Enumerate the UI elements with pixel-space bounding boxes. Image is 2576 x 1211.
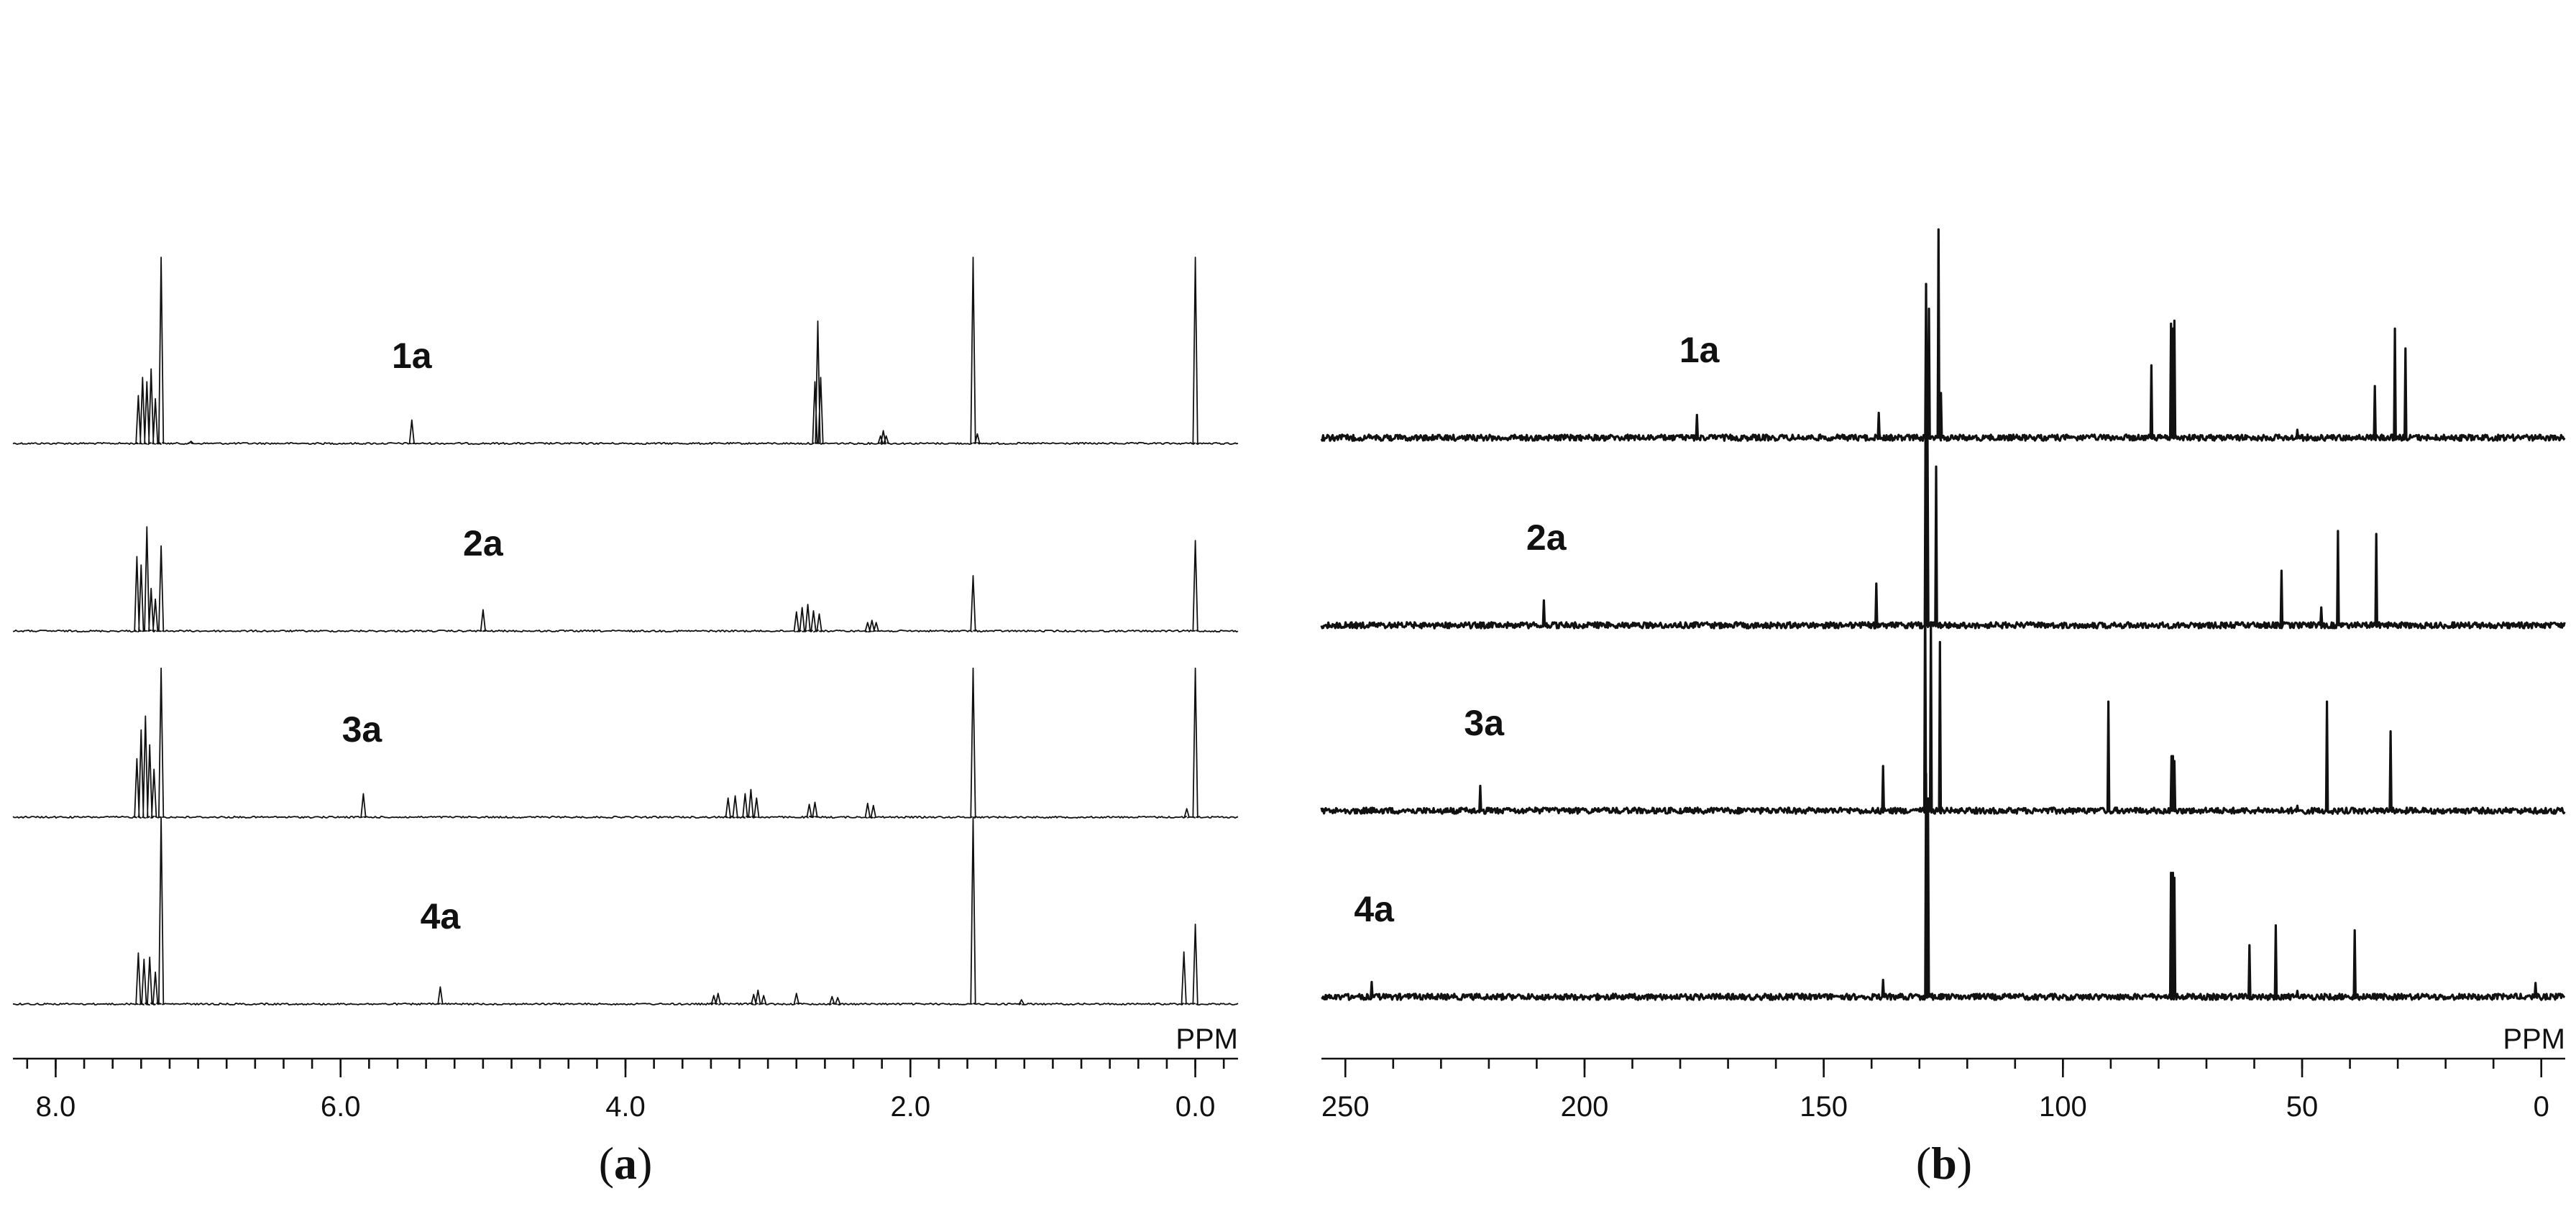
- series-label-2a: 2a: [463, 523, 504, 563]
- spectrum-trace-1a: [12, 257, 1239, 446]
- spectrum-trace-3a: [12, 667, 1239, 819]
- tick-label: 50: [2286, 1091, 2319, 1123]
- panel-b-13c-spectra: 1a 2a 3a 4a 250 200 150 100 50 0 PPM (b): [1320, 228, 2566, 1189]
- panel-a-1h-spectra: 1a 2a 3a 4a 8.0 6.0 4.0 2.0 0.0 PPM (a): [12, 257, 1239, 1189]
- tick-label: 0: [2534, 1091, 2549, 1123]
- series-label-3a: 3a: [1464, 703, 1505, 743]
- tick-label: 6.0: [321, 1091, 361, 1123]
- series-label-3a: 3a: [342, 709, 383, 750]
- panel-label-a: (a): [599, 1138, 653, 1189]
- spectrum-trace-3a: [1320, 581, 2566, 815]
- spectrum-trace-2a: [12, 526, 1239, 633]
- tick-label: 0.0: [1175, 1091, 1216, 1123]
- spectrum-trace-4a: [12, 817, 1239, 1006]
- tick-label: 150: [1800, 1091, 1848, 1123]
- spectrum-trace-2a: [1320, 396, 2566, 630]
- tick-label: 250: [1321, 1091, 1370, 1123]
- spectrum-trace-1a: [1320, 228, 2566, 442]
- series-label-4a: 4a: [1354, 889, 1395, 929]
- tick-label: 100: [2039, 1091, 2087, 1123]
- unit-label: PPM: [2503, 1023, 2565, 1055]
- tick-label: 4.0: [605, 1091, 646, 1123]
- spectrum-trace-4a: [1321, 772, 2566, 1001]
- panel-label-b: (b): [1916, 1138, 1972, 1189]
- tick-label: 2.0: [890, 1091, 930, 1123]
- series-label-1a: 1a: [1679, 330, 1720, 370]
- tick-label: 200: [1561, 1091, 1609, 1123]
- series-label-1a: 1a: [392, 336, 433, 376]
- tick-label: 8.0: [36, 1091, 76, 1123]
- series-label-4a: 4a: [421, 896, 462, 936]
- unit-label: PPM: [1175, 1023, 1238, 1055]
- series-label-2a: 2a: [1526, 517, 1567, 558]
